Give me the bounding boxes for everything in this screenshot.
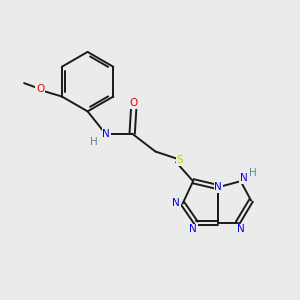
Text: H: H (249, 168, 257, 178)
Text: S: S (176, 155, 183, 165)
Text: N: N (102, 129, 110, 139)
Text: H: H (90, 137, 98, 147)
Text: O: O (130, 98, 138, 108)
Text: O: O (36, 84, 45, 94)
Text: N: N (240, 173, 248, 183)
Text: N: N (214, 182, 222, 192)
Text: N: N (189, 224, 197, 234)
Text: N: N (172, 199, 180, 208)
Text: N: N (237, 224, 244, 234)
